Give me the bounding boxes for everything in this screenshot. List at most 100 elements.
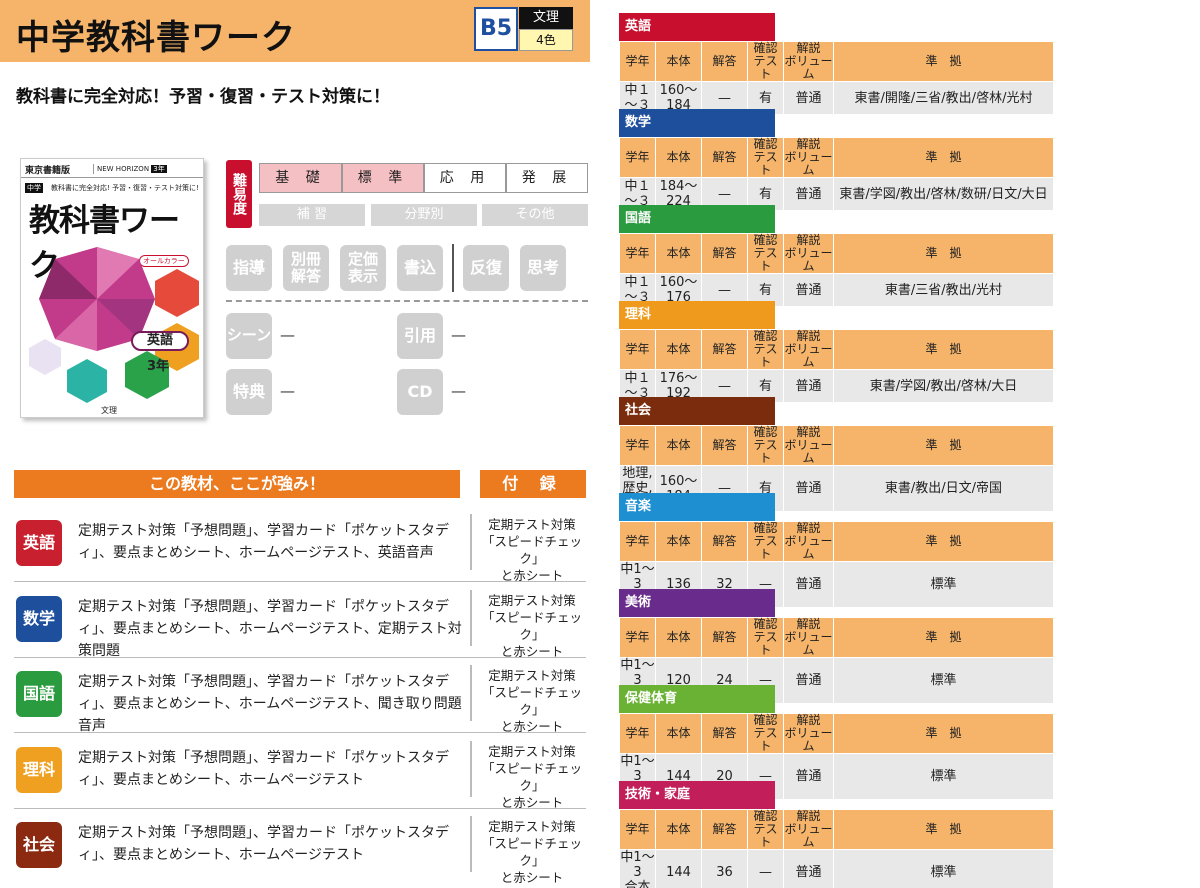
subject-table: 英語 学年 本体 解答 確認 テスト 解説 ボリューム準 拠中１ ～３ 160～ 184— 有… [619, 13, 1054, 115]
subject-bar: 保健体育 [619, 685, 775, 713]
table-cell: 東書/教出/日文/帝国 [833, 465, 1054, 512]
column-header: 学年 [619, 521, 656, 562]
feature-bonus-value: — [280, 382, 295, 400]
column-header: 解説 ボリューム [783, 713, 834, 754]
column-header: 本体 [655, 233, 702, 274]
column-header: 学年 [619, 329, 656, 370]
table-cell: 標準 [833, 657, 1054, 704]
feature-scene-value: — [280, 326, 295, 344]
column-header: 準 拠 [833, 809, 1054, 850]
feature-repetition: 反復 [463, 245, 509, 291]
column-header: 学年 [619, 713, 656, 754]
strength-description: 定期テスト対策「予想問題」、学習カード「ポケットスタディ」、要点まとめシート、ホ… [78, 750, 449, 788]
row-separator [14, 581, 586, 582]
table-cell: 普通 [783, 561, 834, 608]
page-title: 中学教科書ワーク [16, 18, 296, 58]
column-header: 本体 [655, 809, 702, 850]
subject-table: 国語 学年 本体 解答 確認 テスト 解説 ボリューム準 拠中１ ～３ 160～ 176— 有… [619, 205, 1054, 307]
column-header: 学年 [619, 233, 656, 274]
strength-description: 定期テスト対策「予想問題」、学習カード「ポケットスタディ」、要点まとめシート、ホ… [78, 825, 449, 863]
row-divider [470, 816, 472, 872]
subject-badge: 理科 [16, 747, 62, 793]
column-header: 解答 [701, 137, 748, 178]
feature-scene: シーン [226, 313, 272, 359]
row-divider [470, 665, 472, 721]
column-header: 本体 [655, 425, 702, 466]
column-header: 確認 テスト [747, 521, 784, 562]
subject-bar: 理科 [619, 301, 775, 329]
cover-category: 中学 [25, 183, 43, 193]
column-header: 解答 [701, 521, 748, 562]
strength-description: 定期テスト対策「予想問題」、学習カード「ポケットスタディ」、要点まとめシート、ホ… [78, 523, 449, 561]
feature-cd-value: — [451, 382, 466, 400]
column-header: 学年 [619, 617, 656, 658]
category-topic: 分野別 [371, 204, 477, 226]
feature-separate-answers: 別冊 解答 [283, 245, 329, 291]
strength-row: 社会 定期テスト対策「予想問題」、学習カード「ポケットスタディ」、要点まとめシート… [14, 808, 586, 885]
column-header: 本体 [655, 137, 702, 178]
column-header: 解答 [701, 41, 748, 82]
subject-badge: 英語 [16, 520, 62, 566]
subject-badge: 数学 [16, 596, 62, 642]
size-badge: B5 [474, 7, 518, 51]
table-cell: 標準 [833, 561, 1054, 608]
column-header: 確認 テスト [747, 713, 784, 754]
strength-description: 定期テスト対策「予想問題」、学習カード「ポケットスタディ」、要点まとめシート、ホ… [78, 599, 462, 659]
table-cell: 東書/学図/教出/啓林/大日 [833, 369, 1054, 403]
column-header: 解答 [701, 809, 748, 850]
feature-thinking: 思考 [520, 245, 566, 291]
difficulty-label: 難易度 [226, 160, 252, 228]
column-header: 確認 テスト [747, 617, 784, 658]
row-divider [470, 741, 472, 797]
table-cell: 中1～3 合本 [619, 849, 656, 888]
column-header: 解答 [701, 329, 748, 370]
appendix-text: 定期テスト対策 「スピードチェック」 と赤シート [481, 517, 582, 583]
column-header: 準 拠 [833, 713, 1054, 754]
strength-row: 英語 定期テスト対策「予想問題」、学習カード「ポケットスタディ」、要点まとめシート… [14, 506, 586, 583]
column-header: 準 拠 [833, 521, 1054, 562]
level-basic: 基 礎 [259, 163, 342, 193]
column-header: 本体 [655, 41, 702, 82]
column-header: 学年 [619, 425, 656, 466]
column-header: 準 拠 [833, 137, 1054, 178]
level-applied: 応 用 [424, 163, 506, 193]
cover-subtitle: 教科書に完全対応! 予習・復習・テスト対策に! [51, 184, 199, 192]
column-header: 本体 [655, 713, 702, 754]
subject-table: 理科 学年 本体 解答 確認 テスト 解説 ボリューム準 拠中１ ～３ 176～ 192— 有… [619, 301, 1054, 403]
column-header: 確認 テスト [747, 233, 784, 274]
appendix-text: 定期テスト対策 「スピードチェック」 と赤シート [481, 593, 582, 659]
row-separator [14, 732, 586, 733]
dashed-divider [226, 300, 588, 302]
row-separator [14, 808, 586, 809]
table-cell: 東書/三省/教出/光村 [833, 273, 1054, 307]
publisher-badge: 文理 [519, 7, 573, 29]
feature-bonus: 特典 [226, 369, 272, 415]
strength-description: 定期テスト対策「予想問題」、学習カード「ポケットスタディ」、要点まとめシート、ホ… [78, 674, 462, 734]
subject-bar: 技術・家庭 [619, 781, 775, 809]
table-cell: 普通 [783, 81, 834, 115]
subject-badge: 社会 [16, 822, 62, 868]
subject-bar: 国語 [619, 205, 775, 233]
subject-bar: 社会 [619, 397, 775, 425]
column-header: 確認 テスト [747, 425, 784, 466]
row-separator [14, 657, 586, 658]
column-header: 本体 [655, 329, 702, 370]
table-cell: 東書/開隆/三省/教出/啓林/光村 [833, 81, 1054, 115]
column-header: 準 拠 [833, 41, 1054, 82]
strengths-heading: この教材、ここが強み！ [14, 470, 460, 498]
cover-subject: 英語 [131, 331, 189, 351]
appendix-text: 定期テスト対策 「スピードチェック」 と赤シート [481, 744, 582, 810]
subject-bar: 美術 [619, 589, 775, 617]
cover-grade: 3年 [147, 359, 170, 374]
feature-cd: CD [397, 369, 443, 415]
table-cell: 東書/学図/教出/啓林/数研/日文/大日 [833, 177, 1054, 211]
table-cell: — [747, 849, 784, 888]
column-header: 準 拠 [833, 233, 1054, 274]
strength-row: 国語 定期テスト対策「予想問題」、学習カード「ポケットスタディ」、要点まとめシート… [14, 657, 586, 734]
cover-title: 教科書ワーク [29, 203, 180, 284]
strength-row: 数学 定期テスト対策「予想問題」、学習カード「ポケットスタディ」、要点まとめシート… [14, 582, 586, 659]
column-header: 解説 ボリューム [783, 617, 834, 658]
feature-quote-value: — [451, 326, 466, 344]
